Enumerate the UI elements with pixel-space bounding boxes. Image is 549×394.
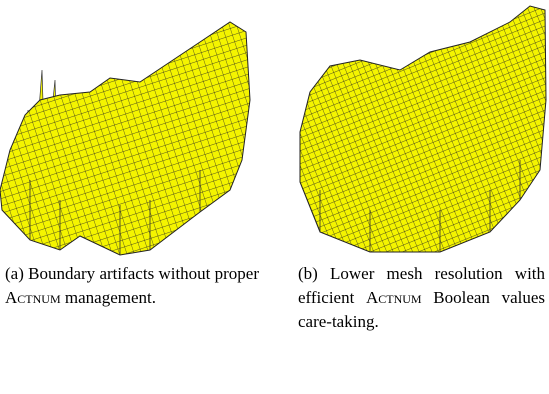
mesh-right [300, 6, 546, 252]
page: {"figures": [ {"caption": {"label": "(a)… [0, 0, 549, 394]
caption: (a) Boundary artifacts without proper Ac… [5, 262, 259, 310]
caption-text: management. [65, 288, 156, 307]
caption-label: (a) [5, 264, 24, 283]
caption-term: Actnum [5, 288, 61, 307]
mesh-images [0, 0, 549, 258]
caption-text: Boundary artifacts without proper [28, 264, 259, 283]
caption-label: (b) [298, 264, 318, 283]
caption: (b) Lower mesh resolution with efficient… [298, 262, 545, 334]
caption-term: Actnum [366, 288, 422, 307]
mesh-left [0, 22, 250, 255]
